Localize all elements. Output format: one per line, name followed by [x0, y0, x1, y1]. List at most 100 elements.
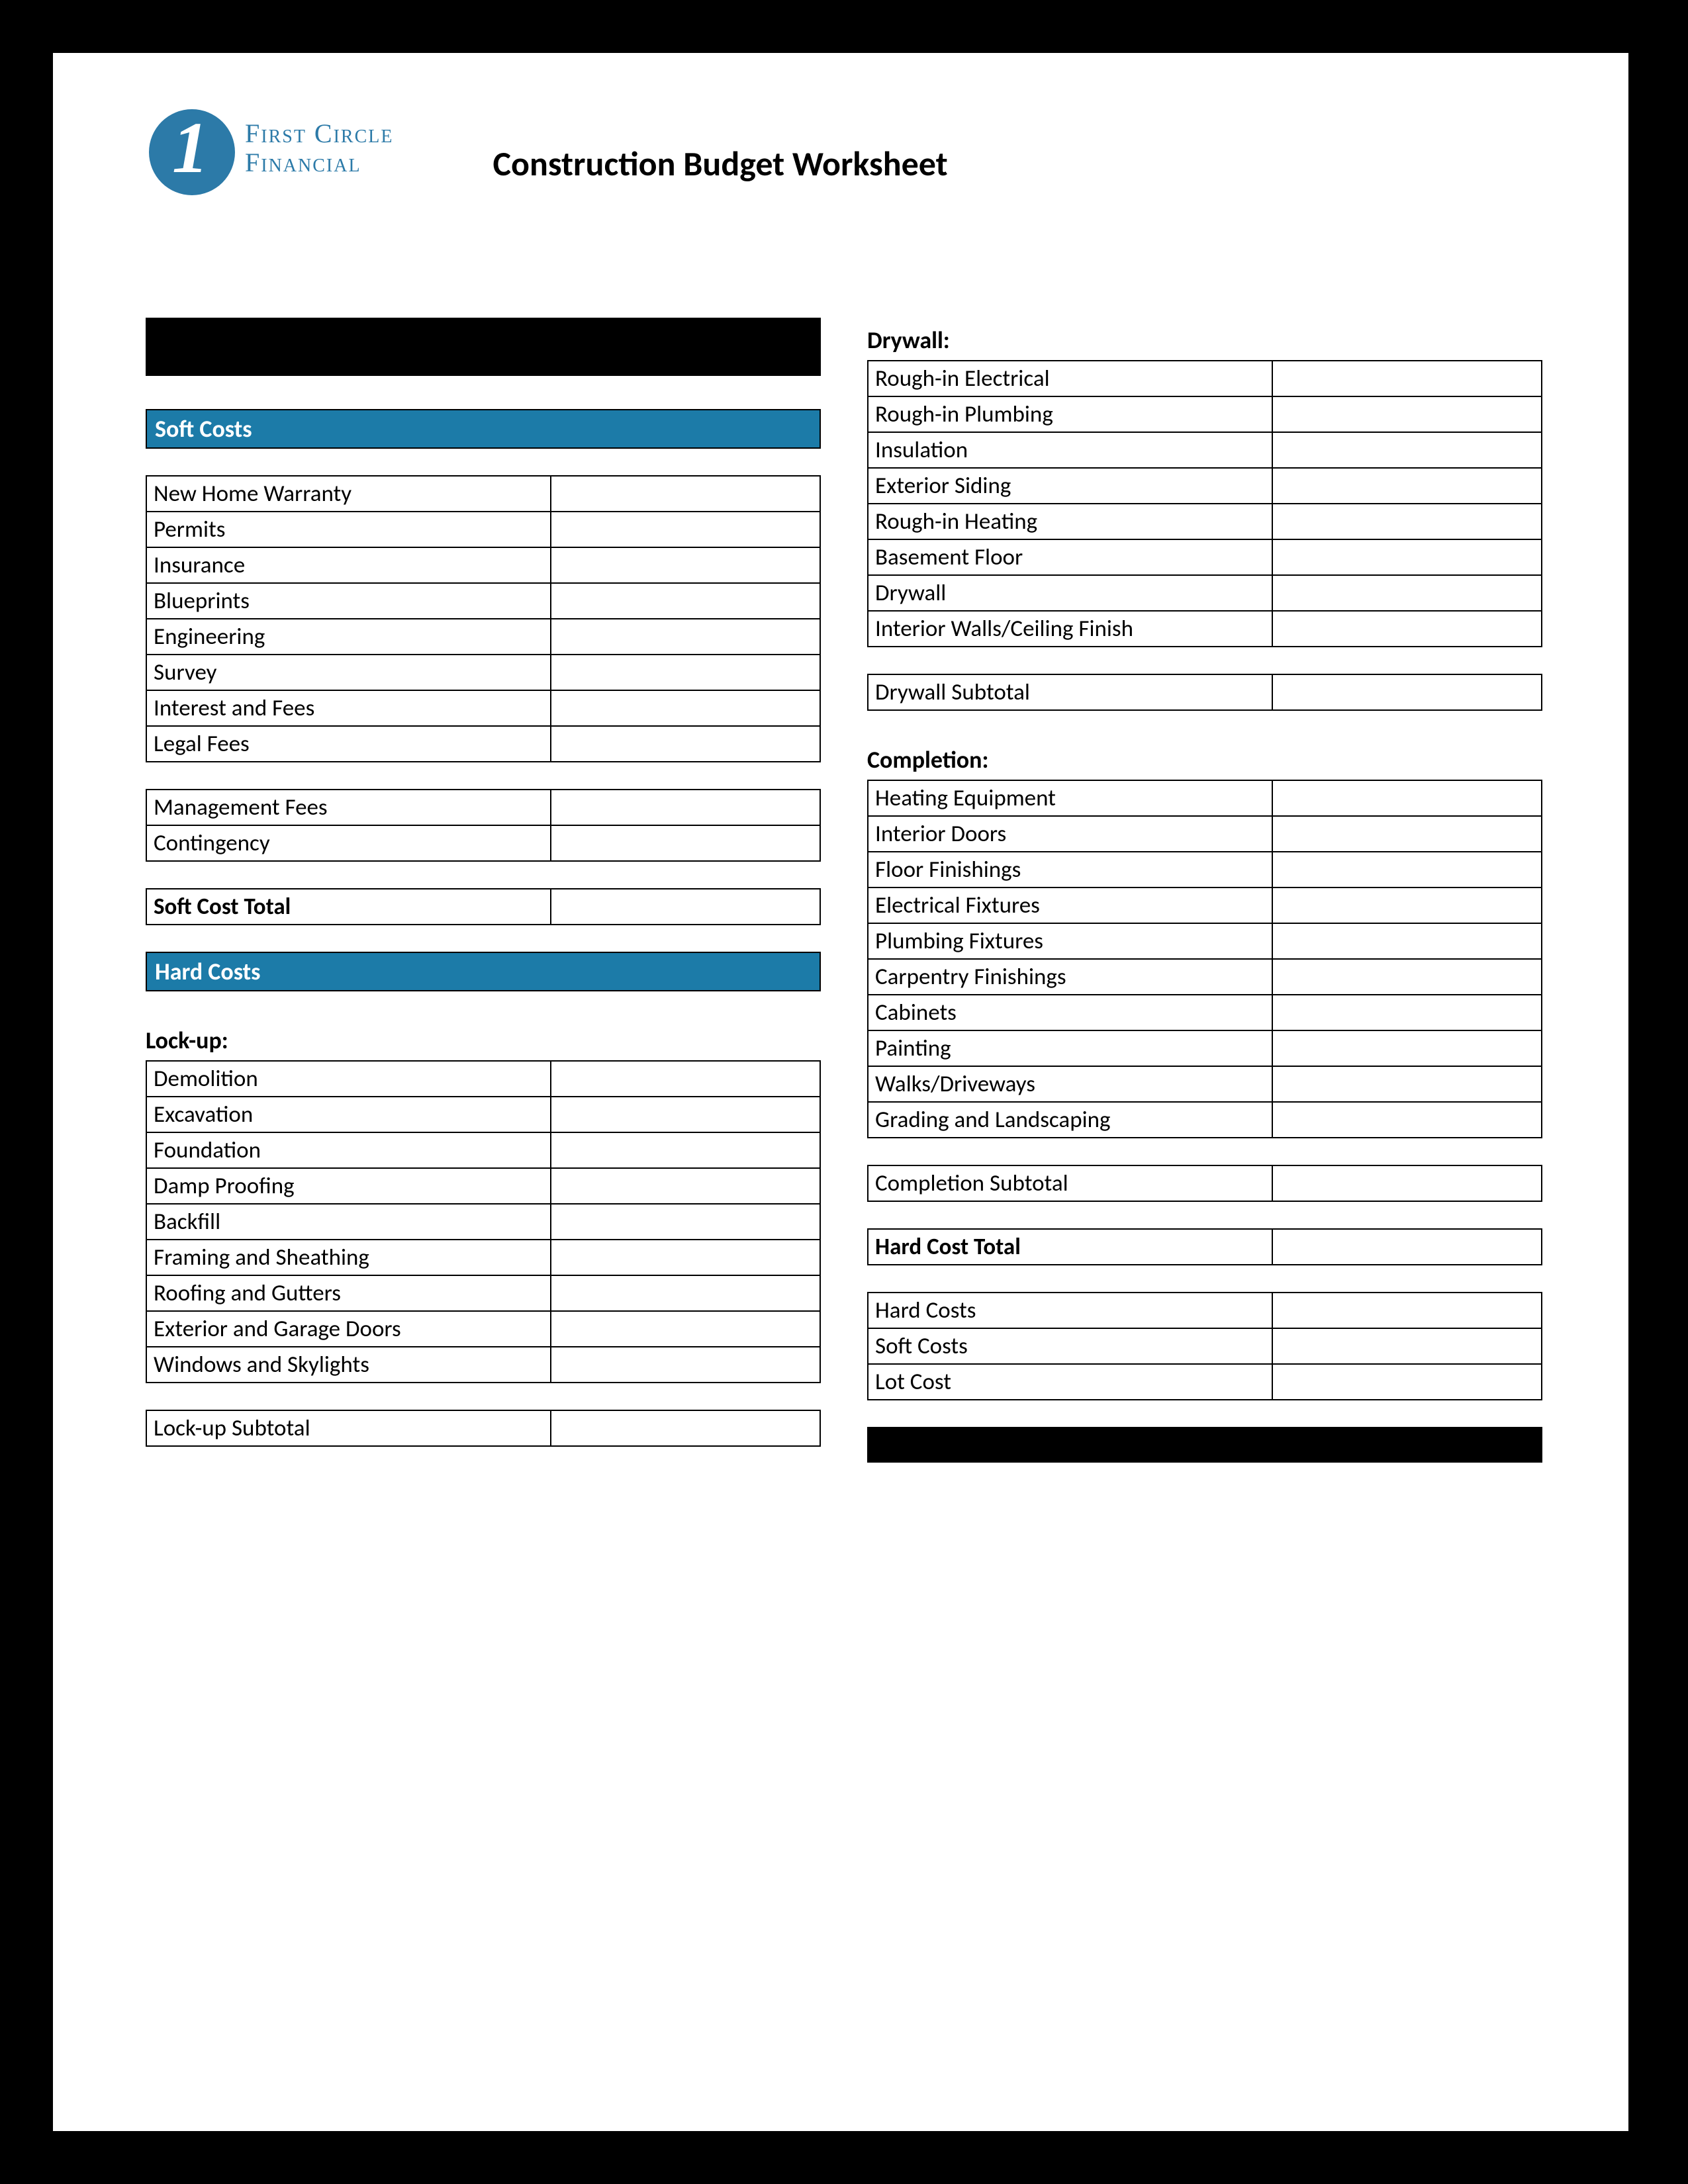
table-row: Electrical Fixtures	[868, 887, 1542, 923]
lockup-item-value[interactable]	[551, 1240, 820, 1275]
soft-cost-item-label: Legal Fees	[146, 726, 551, 762]
table-row: Management Fees	[146, 790, 820, 825]
lockup-item-value[interactable]	[551, 1204, 820, 1240]
table-row: Demolition	[146, 1061, 820, 1097]
completion-subtotal-value[interactable]	[1272, 1165, 1542, 1201]
lockup-subtotal-value[interactable]	[551, 1410, 820, 1446]
table-row: Insurance	[146, 547, 820, 583]
completion-item-value[interactable]	[1272, 923, 1542, 959]
completion-item-label: Grading and Landscaping	[868, 1102, 1272, 1138]
drywall-item-value[interactable]	[1272, 504, 1542, 539]
table-row: Framing and Sheathing	[146, 1240, 820, 1275]
completion-item-value[interactable]	[1272, 887, 1542, 923]
drywall-item-label: Rough-in Heating	[868, 504, 1272, 539]
completion-item-value[interactable]	[1272, 1066, 1542, 1102]
soft-costs-table-2: Management FeesContingency	[146, 789, 821, 862]
summary-item-value[interactable]	[1272, 1328, 1542, 1364]
lockup-item-label: Demolition	[146, 1061, 551, 1097]
soft-cost-item-value[interactable]	[551, 825, 820, 861]
drywall-item-value[interactable]	[1272, 361, 1542, 396]
soft-cost-item-value[interactable]	[551, 690, 820, 726]
completion-item-value[interactable]	[1272, 959, 1542, 995]
table-row: Interest and Fees	[146, 690, 820, 726]
table-row: Completion Subtotal	[868, 1165, 1542, 1201]
completion-table: Heating EquipmentInterior DoorsFloor Fin…	[867, 780, 1542, 1138]
completion-item-label: Carpentry Finishings	[868, 959, 1272, 995]
soft-cost-item-label: Insurance	[146, 547, 551, 583]
lockup-item-value[interactable]	[551, 1132, 820, 1168]
completion-item-value[interactable]	[1272, 780, 1542, 816]
drywall-item-value[interactable]	[1272, 575, 1542, 611]
table-row: Roofing and Gutters	[146, 1275, 820, 1311]
black-footer-bar	[867, 1427, 1542, 1463]
lockup-item-value[interactable]	[551, 1275, 820, 1311]
soft-cost-item-value[interactable]	[551, 583, 820, 619]
soft-cost-item-label: Survey	[146, 655, 551, 690]
soft-cost-item-value[interactable]	[551, 790, 820, 825]
lockup-header: Lock-up:	[146, 1021, 821, 1060]
table-row: Lock-up Subtotal	[146, 1410, 820, 1446]
logo-text-line1: First Circle	[245, 119, 393, 148]
table-row: Walks/Driveways	[868, 1066, 1542, 1102]
table-row: Heating Equipment	[868, 780, 1542, 816]
hard-cost-total-value[interactable]	[1272, 1229, 1542, 1265]
completion-item-value[interactable]	[1272, 1102, 1542, 1138]
completion-item-value[interactable]	[1272, 816, 1542, 852]
completion-item-label: Interior Doors	[868, 816, 1272, 852]
lockup-item-value[interactable]	[551, 1347, 820, 1383]
table-row: Foundation	[146, 1132, 820, 1168]
drywall-item-label: Exterior Siding	[868, 468, 1272, 504]
left-column: Soft Costs New Home WarrantyPermitsInsur…	[146, 318, 821, 1463]
soft-cost-item-value[interactable]	[551, 512, 820, 547]
soft-cost-item-label: Blueprints	[146, 583, 551, 619]
lockup-item-label: Excavation	[146, 1097, 551, 1132]
completion-item-label: Painting	[868, 1030, 1272, 1066]
summary-item-value[interactable]	[1272, 1364, 1542, 1400]
lockup-item-label: Roofing and Gutters	[146, 1275, 551, 1311]
lockup-item-label: Framing and Sheathing	[146, 1240, 551, 1275]
drywall-item-label: Rough-in Plumbing	[868, 396, 1272, 432]
soft-cost-item-label: Interest and Fees	[146, 690, 551, 726]
completion-subtotal-label: Completion Subtotal	[868, 1165, 1272, 1201]
completion-subtotal-table: Completion Subtotal	[867, 1165, 1542, 1202]
table-row: Carpentry Finishings	[868, 959, 1542, 995]
drywall-table: Rough-in ElectricalRough-in PlumbingInsu…	[867, 360, 1542, 647]
lockup-item-value[interactable]	[551, 1168, 820, 1204]
completion-item-label: Cabinets	[868, 995, 1272, 1030]
logo-text-line2: Financial	[245, 148, 393, 177]
lockup-item-label: Windows and Skylights	[146, 1347, 551, 1383]
soft-cost-item-label: Contingency	[146, 825, 551, 861]
soft-cost-item-value[interactable]	[551, 726, 820, 762]
soft-cost-item-value[interactable]	[551, 476, 820, 512]
lockup-item-value[interactable]	[551, 1097, 820, 1132]
soft-cost-total-value[interactable]	[551, 889, 820, 925]
drywall-item-value[interactable]	[1272, 611, 1542, 647]
drywall-subtotal-value[interactable]	[1272, 674, 1542, 710]
drywall-item-value[interactable]	[1272, 539, 1542, 575]
drywall-item-value[interactable]	[1272, 432, 1542, 468]
completion-item-value[interactable]	[1272, 852, 1542, 887]
soft-cost-item-value[interactable]	[551, 547, 820, 583]
completion-item-label: Walks/Driveways	[868, 1066, 1272, 1102]
summary-item-value[interactable]	[1272, 1293, 1542, 1328]
summary-item-label: Lot Cost	[868, 1364, 1272, 1400]
drywall-item-value[interactable]	[1272, 396, 1542, 432]
soft-cost-item-value[interactable]	[551, 619, 820, 655]
lockup-item-label: Damp Proofing	[146, 1168, 551, 1204]
completion-item-value[interactable]	[1272, 995, 1542, 1030]
completion-item-value[interactable]	[1272, 1030, 1542, 1066]
drywall-item-value[interactable]	[1272, 468, 1542, 504]
drywall-item-label: Insulation	[868, 432, 1272, 468]
logo-text: First Circle Financial	[245, 119, 393, 177]
lockup-item-value[interactable]	[551, 1061, 820, 1097]
table-row: Basement Floor	[868, 539, 1542, 575]
table-row: Survey	[146, 655, 820, 690]
completion-item-label: Heating Equipment	[868, 780, 1272, 816]
soft-cost-item-value[interactable]	[551, 655, 820, 690]
table-row: Damp Proofing	[146, 1168, 820, 1204]
drywall-item-label: Interior Walls/Ceiling Finish	[868, 611, 1272, 647]
table-row: Windows and Skylights	[146, 1347, 820, 1383]
lockup-item-value[interactable]	[551, 1311, 820, 1347]
drywall-subtotal-label: Drywall Subtotal	[868, 674, 1272, 710]
drywall-item-label: Rough-in Electrical	[868, 361, 1272, 396]
